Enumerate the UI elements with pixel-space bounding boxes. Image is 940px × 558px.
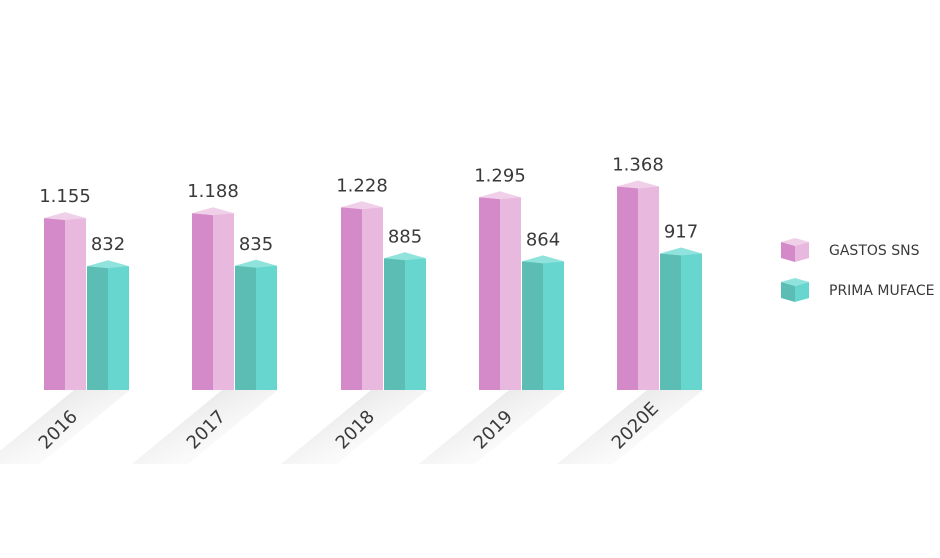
bar-prima-muface-2017 <box>235 259 277 390</box>
floor-shadow-2016 <box>0 390 130 464</box>
value-label: 864 <box>526 229 560 250</box>
bar-face-right <box>405 258 426 390</box>
floor-shadow-2017 <box>132 390 278 464</box>
bar-prima-muface-2020E <box>660 247 702 390</box>
value-label: 885 <box>388 226 422 247</box>
bar-prima-muface-2018 <box>384 252 426 390</box>
bar-top <box>384 252 426 261</box>
category-labels: 2016 2017 2018 2019 2020E <box>35 398 663 453</box>
bar-gastos-sns-2016 <box>44 212 86 390</box>
bar-face-left <box>384 258 405 390</box>
legend-swatch-left <box>781 242 795 262</box>
value-labels: 1.155 832 1.188 835 1.228 885 1.295 864 1.368 917 <box>39 154 698 255</box>
bar-face-right <box>65 218 86 390</box>
bar-face-right <box>108 266 129 390</box>
legend: GASTOS SNS PRIMA MUFACE <box>781 238 934 302</box>
legend-item-prima-muface: PRIMA MUFACE <box>781 278 934 302</box>
value-label: 1.228 <box>336 175 388 196</box>
value-label: 1.155 <box>39 186 91 207</box>
floor-shadows <box>0 390 703 464</box>
bar-face-left <box>44 218 65 390</box>
bar-top <box>660 247 702 256</box>
bar-face-left <box>87 266 108 390</box>
bar-top <box>479 191 521 200</box>
bar-top <box>341 201 383 210</box>
bar-top <box>44 212 86 221</box>
bar-face-left <box>192 213 213 390</box>
bar-face-right <box>256 265 277 390</box>
bars-group <box>44 180 702 390</box>
floor-shadow-2018 <box>281 390 427 464</box>
bar-face-left <box>522 261 543 390</box>
value-label: 835 <box>239 234 273 255</box>
legend-swatch-left <box>781 282 795 302</box>
legend-item-gastos-sns: GASTOS SNS <box>781 238 920 262</box>
bar-face-left <box>341 207 362 390</box>
bar-top <box>192 207 234 216</box>
bar-top <box>87 260 129 269</box>
bar-face-right <box>213 213 234 390</box>
bar-gastos-sns-2020E <box>617 180 659 390</box>
bar-face-right <box>500 197 521 390</box>
bar-top <box>522 255 564 264</box>
bar-face-right <box>681 253 702 390</box>
value-label: 1.295 <box>474 165 526 186</box>
value-label: 1.368 <box>612 154 664 175</box>
bar-top <box>235 259 277 268</box>
floor-shadow-2019 <box>419 390 565 464</box>
bar-face-left <box>479 197 500 390</box>
bar-face-left <box>235 265 256 390</box>
bar-gastos-sns-2019 <box>479 191 521 390</box>
value-label: 832 <box>91 234 125 255</box>
bar-prima-muface-2019 <box>522 255 564 390</box>
legend-swatch-right <box>795 242 809 262</box>
bar-top <box>617 180 659 189</box>
floor-shadow-2020E <box>557 390 703 464</box>
bar-gastos-sns-2018 <box>341 201 383 390</box>
legend-swatch-right <box>795 282 809 302</box>
value-label: 917 <box>664 222 698 243</box>
bar-face-right <box>638 186 659 390</box>
legend-label: GASTOS SNS <box>829 243 920 259</box>
value-label: 1.188 <box>187 181 239 202</box>
bar-face-right <box>543 261 564 390</box>
bar-face-left <box>660 253 681 390</box>
bar-face-right <box>362 207 383 390</box>
legend-label: PRIMA MUFACE <box>829 283 934 299</box>
bar-face-left <box>617 186 638 390</box>
bar-prima-muface-2016 <box>87 260 129 390</box>
bar-gastos-sns-2017 <box>192 207 234 390</box>
